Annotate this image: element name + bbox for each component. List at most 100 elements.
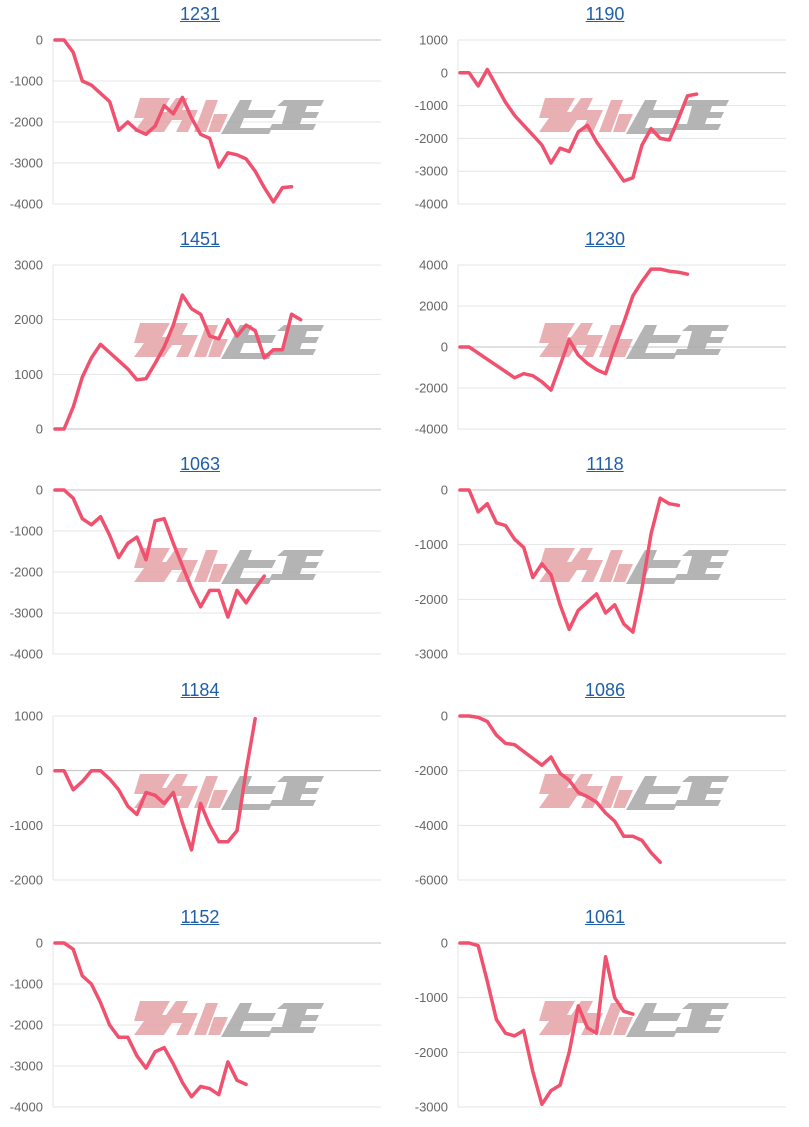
y-tick-label: 0 [36,33,43,48]
y-tick-label: -3000 [10,156,43,171]
series-line [53,488,267,619]
chart-title-link[interactable]: 1086 [584,680,626,700]
y-tick-label: 0 [36,763,43,778]
y-tick-label: -1000 [10,524,43,539]
chart-plot: 0 -1000 -2000 -3000 -4000 [10,483,381,662]
y-tick-label: -3000 [415,1100,448,1115]
watermark-logo [539,1001,729,1037]
chart-plot: 0 -1000 -2000 -3000 -4000 [10,33,381,212]
watermark-glyph [269,550,324,580]
chart-panel: 0 -1000 -2000 -3000 -4000 1231 [0,0,400,224]
y-tick-label: -4000 [415,422,448,437]
series-line [458,267,690,392]
watermark-glyph [626,1003,681,1037]
series-line [458,488,681,634]
chart-title-link[interactable]: 1061 [584,907,626,927]
chart-panel: 0 -1000 -2000 -3000 1061 [405,903,805,1127]
y-tick-label: -2000 [415,131,448,146]
y-tick-label: -2000 [415,763,448,778]
chart-panel: 0 -2000 -4000 -6000 1086 [405,676,805,900]
y-tick-label: -2000 [415,381,448,396]
watermark-glyph [194,325,228,357]
chart-plot: 0 -1000 -2000 -3000 -4000 [10,936,381,1115]
watermark-glyph [674,550,729,580]
y-tick-label: 0 [441,65,448,80]
y-tick-label: -1000 [415,537,448,552]
chart-plot: 0 -1000 -2000 -3000 [415,936,786,1115]
y-tick-label: -1000 [10,74,43,89]
watermark-glyph [599,776,633,808]
y-tick-label: -6000 [415,873,448,888]
y-tick-label: 0 [441,709,448,724]
chart-title-link[interactable]: 1231 [179,4,221,24]
watermark-glyph [626,325,681,359]
watermark-logo [134,1001,324,1037]
series-line [53,941,248,1099]
watermark-glyph [599,1003,633,1035]
watermark-glyph [221,1003,276,1037]
y-tick-label: 0 [36,936,43,951]
y-tick-label: -3000 [415,647,448,662]
chart-title-link[interactable]: 1184 [180,680,220,700]
chart-panel: 3000 2000 1000 0 1451 [0,225,400,449]
watermark-glyph [674,776,729,806]
y-tick-label: 0 [36,422,43,437]
watermark-glyph [221,325,276,359]
y-tick-label: 1000 [14,367,43,382]
chart-title-link[interactable]: 1230 [584,229,626,249]
y-tick-label: -1000 [415,98,448,113]
watermark-glyph [269,1003,324,1033]
y-tick-label: -3000 [415,164,448,179]
series-line [458,67,699,183]
chart-plot: 3000 2000 1000 0 [14,258,381,437]
chart-panel: 1000 0 -1000 -2000 -3000 -4000 1190 [405,0,805,224]
chart-panel: 0 -1000 -2000 -3000 1118 [405,450,805,674]
watermark-glyph [269,100,324,130]
y-tick-label: 0 [441,483,448,498]
y-tick-label: -1000 [415,990,448,1005]
chart-title-link[interactable]: 1190 [585,4,625,24]
watermark-glyph [152,774,198,808]
watermark-glyph [626,550,681,584]
chart-title-link[interactable]: 1063 [179,454,221,474]
y-tick-label: -2000 [415,1045,448,1060]
chart-plot: 1000 0 -1000 -2000 -3000 -4000 [415,33,786,212]
watermark-glyph [557,548,603,582]
watermark-glyph [152,98,198,132]
y-tick-label: -1000 [10,977,43,992]
series-line [53,293,303,431]
watermark-glyph [557,323,603,357]
watermark-glyph [194,776,228,808]
y-tick-label: 0 [441,340,448,355]
chart-panel: 0 -1000 -2000 -3000 -4000 1152 [0,903,400,1127]
watermark-glyph [674,100,729,130]
watermark-glyph [194,1003,228,1035]
y-tick-label: -1000 [10,818,43,833]
y-tick-label: 1000 [14,709,43,724]
series-line [53,716,257,852]
watermark-glyph [599,100,633,132]
y-tick-label: 3000 [14,258,43,273]
watermark-glyph [626,100,681,134]
chart-panel: 0 -1000 -2000 -3000 -4000 1063 [0,450,400,674]
y-tick-label: -4000 [10,197,43,212]
y-tick-label: -2000 [10,1018,43,1033]
chart-title-link[interactable]: 1451 [179,229,221,249]
chart-plot: 4000 2000 0 -2000 -4000 [415,258,786,437]
y-tick-label: -3000 [10,606,43,621]
y-tick-label: -3000 [10,1059,43,1074]
chart-title-link[interactable]: 1118 [586,454,624,474]
chart-plot: 0 -1000 -2000 -3000 [415,483,786,662]
y-tick-label: -2000 [10,565,43,580]
watermark-glyph [557,1001,603,1035]
y-tick-label: -4000 [415,197,448,212]
watermark-logo [134,98,324,134]
y-tick-label: 1000 [419,33,448,48]
watermark-glyph [674,1003,729,1033]
watermark-glyph [194,100,228,132]
chart-panel: 1000 0 -1000 -2000 1184 [0,676,400,900]
chart-title-link[interactable]: 1152 [180,907,220,927]
series-line [458,714,662,864]
y-tick-label: 4000 [419,258,448,273]
watermark-glyph [152,1001,198,1035]
